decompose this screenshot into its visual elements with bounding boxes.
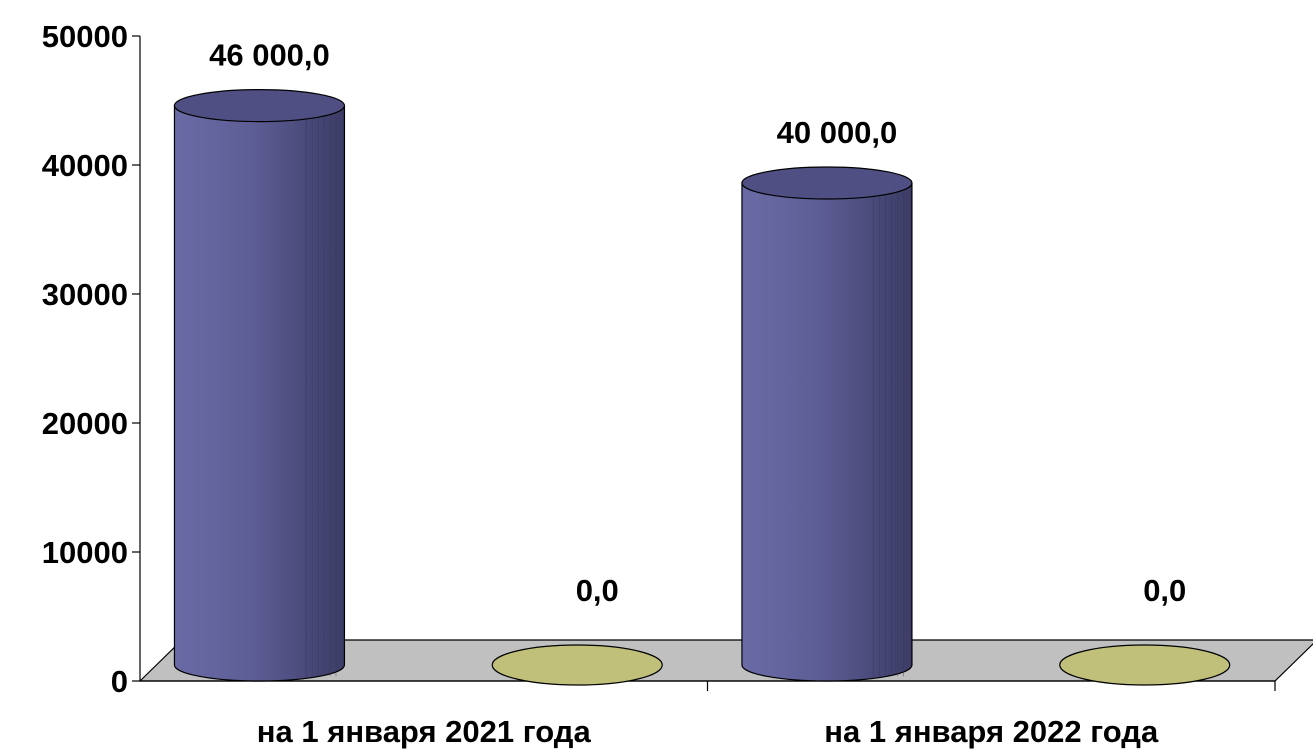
data-label: 46 000,0 — [209, 38, 330, 73]
cylinder-top — [741, 166, 913, 200]
cylinder-bar — [1059, 644, 1231, 686]
y-tick-label: 10000 — [42, 535, 128, 570]
y-tick-label: 20000 — [42, 406, 128, 441]
x-category-label: на 1 января 2022 года — [824, 714, 1159, 749]
y-tick-label: 0 — [111, 664, 128, 699]
y-tick-label: 40000 — [42, 148, 128, 183]
x-category-label: на 1 января 2021 года — [257, 714, 592, 749]
data-label: 40 000,0 — [777, 115, 898, 150]
cylinder-body — [741, 182, 913, 682]
cylinder-top — [173, 88, 346, 123]
data-label: 0,0 — [1143, 573, 1186, 608]
cylinder-bar — [491, 644, 663, 686]
cylinder-disc — [491, 644, 663, 686]
cylinder-bar — [741, 166, 913, 682]
cylinder-bar — [173, 88, 346, 682]
y-tick-label: 50000 — [42, 19, 128, 54]
cylinder-body — [173, 105, 346, 682]
y-tick-label: 30000 — [42, 277, 128, 312]
cylinder-disc — [1059, 644, 1231, 686]
data-label: 0,0 — [576, 573, 619, 608]
